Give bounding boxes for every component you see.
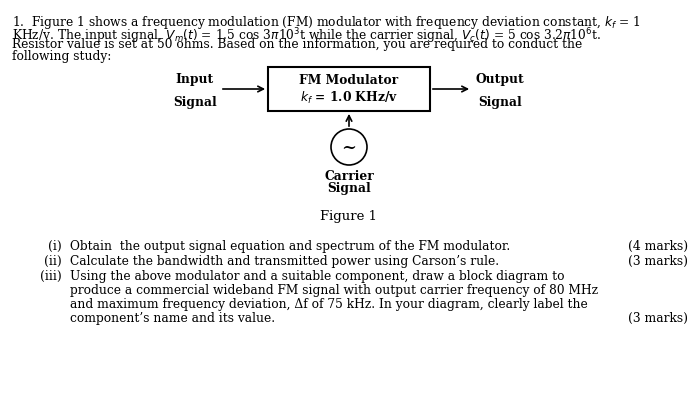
Text: Calculate the bandwidth and transmitted power using Carson’s rule.: Calculate the bandwidth and transmitted … — [70, 254, 499, 267]
Text: Using the above modulator and a suitable component, draw a block diagram to: Using the above modulator and a suitable… — [70, 269, 564, 282]
Text: following study:: following study: — [12, 50, 111, 63]
Text: 1.  Figure 1 shows a frequency modulation (FM) modulator with frequency deviatio: 1. Figure 1 shows a frequency modulation… — [12, 14, 640, 31]
Text: (4 marks): (4 marks) — [628, 239, 688, 252]
Text: Input: Input — [176, 73, 214, 86]
Text: produce a commercial wideband FM signal with output carrier frequency of 80 MHz: produce a commercial wideband FM signal … — [70, 284, 598, 296]
Text: Signal: Signal — [478, 96, 522, 109]
Text: FM Modulator: FM Modulator — [300, 73, 398, 86]
Text: component’s name and its value.: component’s name and its value. — [70, 311, 275, 324]
Text: Figure 1: Figure 1 — [321, 209, 377, 222]
Text: Carrier: Carrier — [324, 170, 374, 183]
Text: Obtain  the output signal equation and spectrum of the FM modulator.: Obtain the output signal equation and sp… — [70, 239, 510, 252]
Circle shape — [331, 130, 367, 166]
Text: Output: Output — [475, 73, 524, 86]
Text: $k_f$ = 1.0 KHz/v: $k_f$ = 1.0 KHz/v — [300, 90, 398, 106]
Text: Resistor value is set at 50 ohms. Based on the information, you are required to : Resistor value is set at 50 ohms. Based … — [12, 38, 582, 51]
Text: (iii): (iii) — [41, 269, 62, 282]
Text: (3 marks): (3 marks) — [628, 311, 688, 324]
Bar — [268, 68, 430, 112]
Text: (ii): (ii) — [44, 254, 62, 267]
Text: Signal: Signal — [173, 96, 217, 109]
Text: (i): (i) — [48, 239, 62, 252]
Text: KHz/v. The input signal, $V_m(t)$ = 1.5 cos 3$\pi$10$^3$t while the carrier sign: KHz/v. The input signal, $V_m(t)$ = 1.5 … — [12, 26, 601, 45]
Text: (3 marks): (3 marks) — [628, 254, 688, 267]
Text: and maximum frequency deviation, Δf of 75 kHz. In your diagram, clearly label th: and maximum frequency deviation, Δf of 7… — [70, 297, 588, 310]
Text: Signal: Signal — [327, 181, 371, 194]
Text: ~: ~ — [342, 139, 356, 157]
